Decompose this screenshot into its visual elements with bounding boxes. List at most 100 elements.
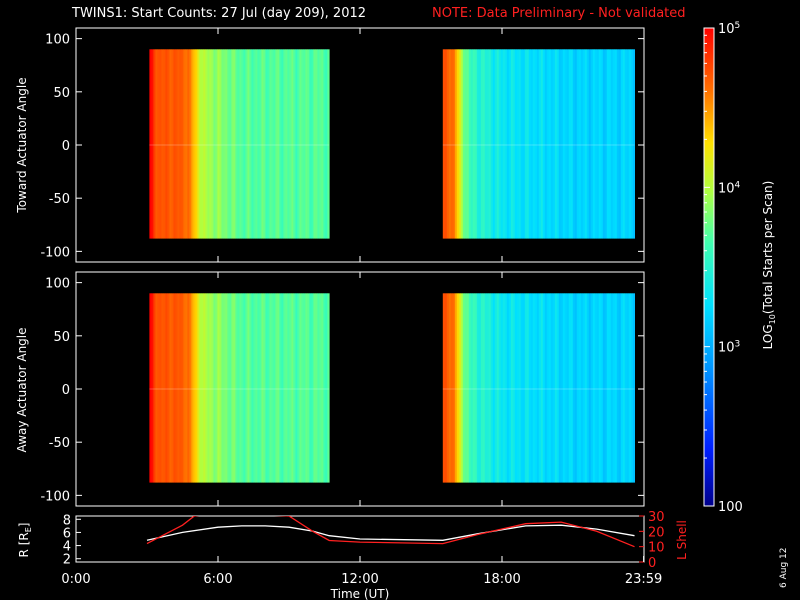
heat-column [303,49,306,239]
y-tick-label: 50 [53,86,70,101]
heat-column [626,293,629,483]
heat-column [309,293,312,483]
r-label-sub: E [24,527,33,532]
heat-column [570,293,573,483]
heat-column [279,293,282,483]
heat-column [199,49,202,239]
colorbar-tick-label: 103 [718,340,740,356]
heat-column [588,49,591,239]
heat-column [442,293,445,483]
orbit-left-label: R [RE] [17,523,33,558]
heat-column [323,49,326,239]
heat-column [299,49,302,239]
heat-column [558,293,561,483]
heat-column [211,49,214,239]
heat-column [175,293,178,483]
heat-column [554,293,557,483]
heat-column [289,49,292,239]
heat-column [215,293,218,483]
heat-column [508,293,511,483]
heat-column [169,49,172,239]
heat-column [516,293,519,483]
heat-column [217,49,220,239]
heat-column [580,293,583,483]
heat-column [630,293,633,483]
heat-column [454,49,457,239]
r-label-main: R [R [17,532,31,557]
heat-column [504,49,507,239]
heat-column [538,49,541,239]
bottom-panel: 100 50 0 -50 -100 Away Actuator Angle [15,271,645,507]
y-tick-label: 50 [53,330,70,345]
heat-column [229,49,232,239]
heat-column [478,293,481,483]
heat-column [540,49,543,239]
heat-column [239,293,242,483]
heat-column [574,49,577,239]
heat-column [305,49,308,239]
heat-column [450,293,453,483]
heat-column [205,293,208,483]
y-tick-label: -100 [40,489,70,504]
colorbar-tick-exponent: 3 [735,340,741,350]
heat-column [257,293,260,483]
title-bar: TWINS1: Start Counts: 27 Jul (day 209), … [0,6,800,24]
heat-column [496,49,499,239]
heat-column [223,293,226,483]
heat-column [492,293,495,483]
heat-column [207,293,210,483]
heat-column [265,49,268,239]
heat-column [259,293,262,483]
bottom-heatmap [149,293,635,483]
heat-column [285,49,288,239]
heat-column [315,49,318,239]
heat-column [508,49,511,239]
colorbar-gradient [704,28,714,506]
heat-column [622,293,625,483]
heat-column [464,49,467,239]
date-stamp: 6 Aug 12 [779,547,789,588]
heat-column [237,293,240,483]
heat-column [470,293,473,483]
heat-column [520,293,523,483]
heat-column [594,293,597,483]
heat-column [580,49,583,239]
heat-column [225,293,228,483]
heat-column [522,49,525,239]
top-heatmap [149,49,635,239]
heat-column [490,293,493,483]
heat-column [546,293,549,483]
heat-column [285,293,288,483]
heat-column [470,49,473,239]
heat-column [532,293,535,483]
heat-column [616,49,619,239]
heat-column [466,293,469,483]
heat-column [241,49,244,239]
heat-column [261,293,264,483]
heat-column [606,293,609,483]
heat-column [221,49,224,239]
heat-column [550,49,553,239]
heat-column [197,293,200,483]
heat-column [482,49,485,239]
x-tick-label: 6:00 [203,572,232,587]
heat-column [522,293,525,483]
y-tick-label: 100 [45,33,70,48]
heat-column [269,49,272,239]
heat-column [518,49,521,239]
heat-column [544,49,547,239]
heat-column [472,293,475,483]
heat-column [179,49,182,239]
heat-column [287,293,290,483]
heat-column [231,49,234,239]
heat-column [588,293,591,483]
heat-column [235,49,238,239]
heat-column [614,293,617,483]
heat-column [604,293,607,483]
heat-column [193,49,196,239]
colorbar-tick-label: 100 [718,500,743,515]
heat-column [165,293,168,483]
heat-column [293,49,296,239]
heat-column [193,293,196,483]
